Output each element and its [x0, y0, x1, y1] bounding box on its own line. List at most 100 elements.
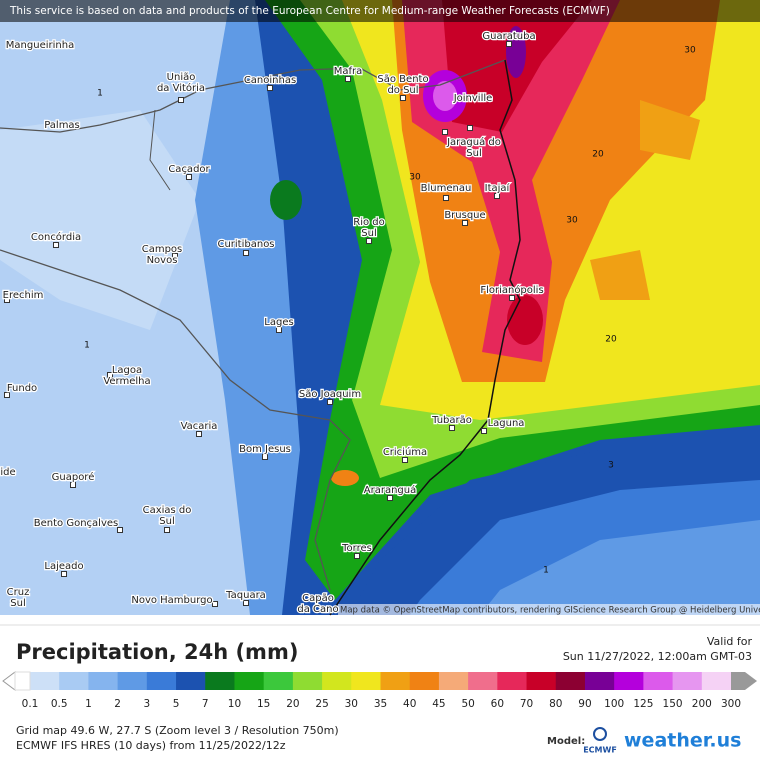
city-dot: [366, 238, 372, 244]
legend-label: 50: [461, 698, 474, 710]
city-dot: [442, 129, 448, 135]
precip-field: [0, 0, 760, 615]
contour-label: 1: [543, 566, 549, 576]
city-dot: [327, 399, 333, 405]
legend-label: 2: [114, 698, 121, 710]
legend-label: 125: [633, 698, 653, 710]
city-dot: [243, 600, 249, 606]
city-label: Caxias do: [143, 505, 192, 516]
banner-bg: [0, 0, 760, 22]
city-label: Blumenau: [421, 183, 472, 194]
legend-swatch: [322, 672, 352, 690]
legend-label: 45: [432, 698, 445, 710]
city-label: Mangueirinha: [6, 40, 74, 51]
city-label: Lages: [264, 317, 293, 328]
legend-swatch: [88, 672, 119, 690]
legend-swatch: [438, 672, 469, 690]
attribution-bg: [338, 604, 760, 616]
city-label: Araranguá: [364, 484, 416, 496]
city-dot: [402, 457, 408, 463]
city-dot: [172, 253, 178, 259]
city-label: Vermelha: [103, 376, 150, 387]
legend-label: 40: [403, 698, 416, 710]
contour-label: 30: [566, 216, 578, 226]
city-label: Bom Jesus: [239, 444, 291, 455]
city-dot: [506, 41, 512, 47]
legend-label: 5: [173, 698, 180, 710]
legend-swatch: [30, 672, 60, 690]
city-dot: [262, 454, 268, 460]
legend-swatch: [59, 672, 89, 690]
banner: This service is based on data and produc…: [9, 5, 610, 17]
contour-label: 1: [97, 89, 103, 99]
contour-label: 1: [84, 341, 90, 351]
legend-label: 150: [663, 698, 683, 710]
legend-label: 1: [85, 698, 92, 710]
legend-label: 15: [257, 698, 270, 710]
city-label: Rio do: [353, 217, 385, 228]
legend-swatch: [263, 672, 294, 690]
city-dot: [387, 495, 393, 501]
city-label: Concórdia: [31, 231, 81, 243]
legend-swatch: [526, 672, 557, 690]
city-dot: [400, 95, 406, 101]
city-dot: [164, 527, 170, 533]
boundaries: [0, 59, 521, 616]
contour-label: 30: [684, 46, 696, 56]
city-dot: [212, 601, 218, 607]
legend-label: 0.1: [22, 698, 39, 710]
legend-swatch: [380, 672, 411, 690]
contour-label: 30: [409, 173, 421, 183]
city-label: Joinville: [453, 93, 493, 104]
city-dot: [70, 482, 76, 488]
attribution: Map data © OpenStreetMap contributors, r…: [340, 606, 760, 616]
legend-swatch: [468, 672, 498, 690]
legend-swatch: [351, 672, 381, 690]
grid-info: Grid map 49.6 W, 27.7 S (Zoom level 3 / …: [16, 724, 339, 737]
legend-label: 300: [721, 698, 741, 710]
city-label: Fundo: [7, 383, 37, 394]
city-label: Cruz: [7, 587, 30, 598]
city-label: Brusque: [444, 210, 485, 221]
model-info: ECMWF IFS HRES (10 days) from 11/25/2022…: [16, 739, 286, 752]
legend-label: 80: [549, 698, 562, 710]
legend-swatch: [643, 672, 674, 690]
city-label: Bento Gonçalves: [34, 518, 118, 529]
city-label: Curitibanos: [217, 239, 274, 250]
legend-swatch: [292, 672, 323, 690]
city-label: São Bento: [377, 74, 428, 85]
city-label: Guaratuba: [482, 31, 535, 42]
legend-swatch: [176, 672, 206, 690]
city-dot: [276, 327, 282, 333]
city-label: Lagoa: [112, 365, 142, 376]
legend-label: 60: [491, 698, 504, 710]
legend-label: 70: [520, 698, 533, 710]
model-name: ECMWF: [583, 746, 617, 755]
city-dot: [243, 250, 249, 256]
city-dot: [4, 297, 10, 303]
ecmwf-icon: [593, 727, 607, 741]
legend-swatch: [234, 672, 265, 690]
city-label: Guaporé: [52, 471, 95, 483]
city-label: Capão: [302, 593, 334, 604]
city-label: Sul: [10, 598, 25, 609]
model-label: Model:: [547, 736, 585, 747]
legend-swatch: [409, 672, 440, 690]
city-label: da Cano: [297, 604, 338, 615]
city-dot: [196, 431, 202, 437]
city-dot: [509, 295, 515, 301]
city-label: Palmas: [44, 120, 80, 131]
city-dot: [443, 195, 449, 201]
city-label: Jaraguá do: [446, 136, 501, 148]
city-dot: [462, 220, 468, 226]
city-label: Canoinhas: [244, 75, 296, 86]
valid-label: Valid for: [707, 635, 753, 648]
city-dot: [267, 85, 273, 91]
city-label: Sul: [361, 228, 376, 239]
city-label: ide: [0, 467, 15, 478]
city-label: Novos: [147, 255, 178, 266]
city-dot: [117, 527, 123, 533]
city-label: Mafra: [334, 66, 363, 77]
city-label: Taquara: [225, 590, 266, 601]
legend-label: 3: [143, 698, 150, 710]
